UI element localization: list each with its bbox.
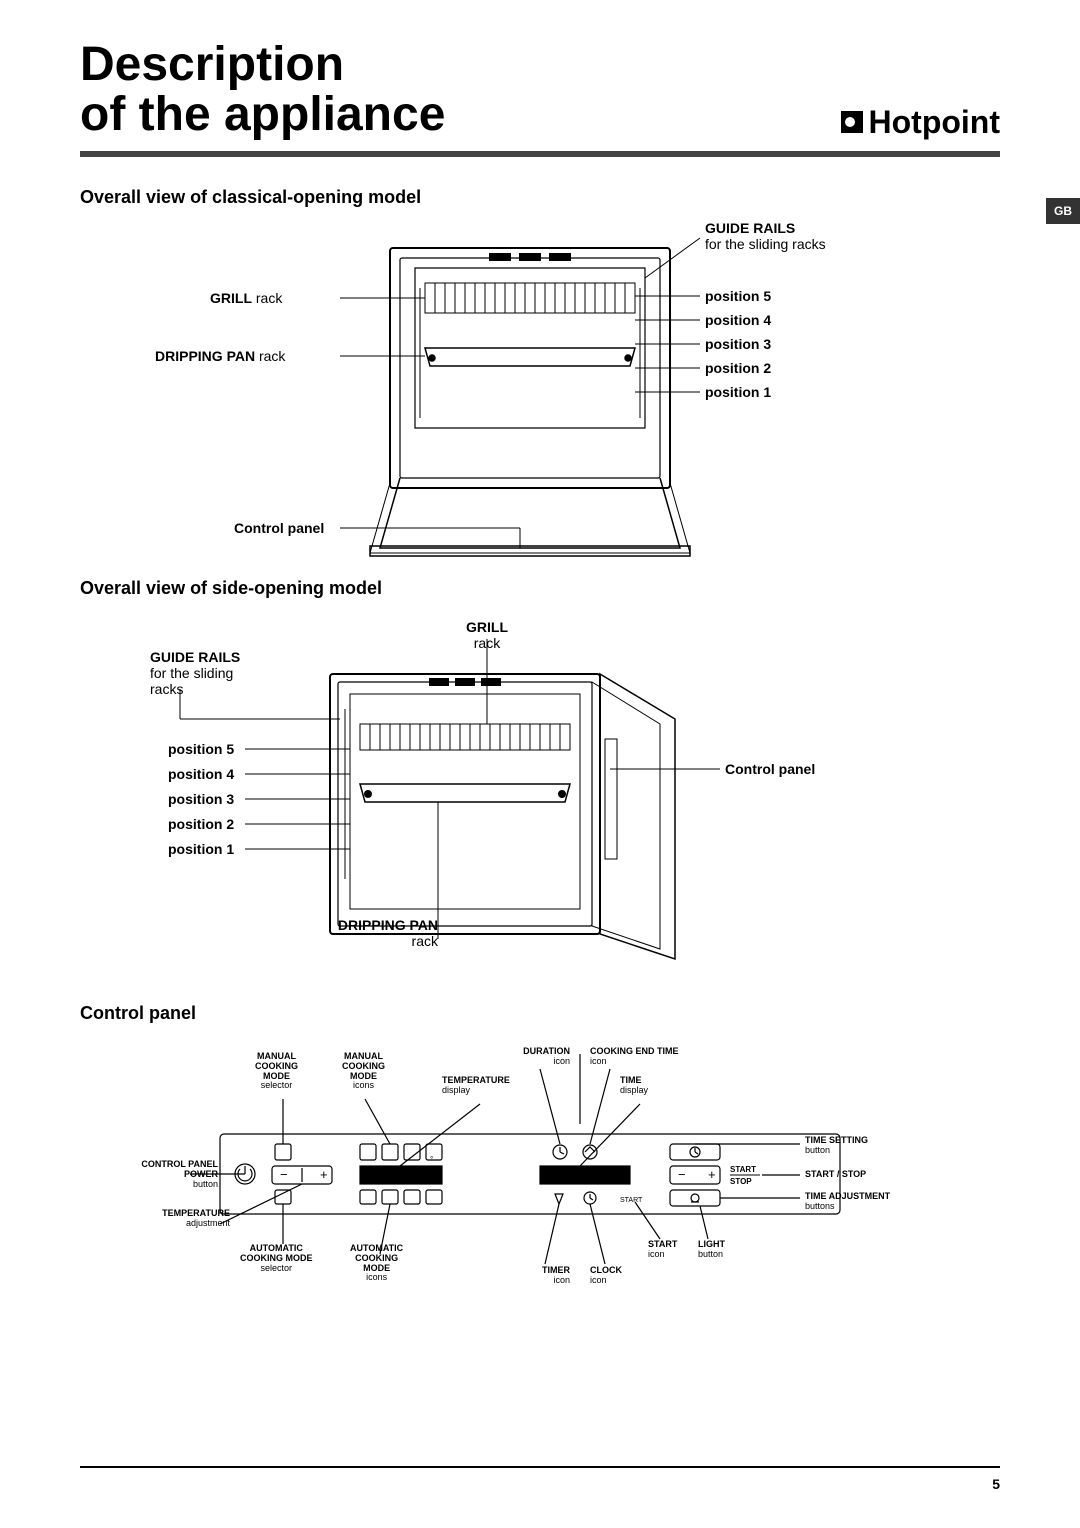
cp-temp-display: TEMPERATUREdisplay [442,1076,510,1096]
cp-clock: CLOCKicon [590,1266,622,1286]
cp-cooking-end: COOKING END TIMEicon [590,1047,679,1067]
svg-text:START: START [620,1197,643,1204]
svg-text:−: − [280,1167,288,1182]
label-side-pos3: position 3 [168,791,234,807]
label-side-drip: DRIPPING PAN rack [328,917,438,949]
side-figure: GUIDE RAILSfor the slidingracks position… [80,619,1000,979]
classical-heading: Overall view of classical-opening model [80,187,1000,208]
label-pos1: position 1 [705,384,771,400]
page-header: Description of the appliance Hotpoint [80,40,1000,157]
svg-text:START: START [730,1165,756,1174]
cp-light: LIGHTbutton [698,1240,725,1260]
cp-auto-icons: AUTOMATICCOOKINGMODEicons [350,1244,403,1284]
label-dripping-pan: DRIPPING PAN rack [155,348,285,364]
footer-rule [80,1466,1000,1468]
cp-time-display: TIMEdisplay [620,1076,648,1096]
label-guide-rails-side: GUIDE RAILSfor the slidingracks [150,649,240,697]
brand-icon [841,111,863,133]
label-control-panel: Control panel [234,520,324,536]
classical-oven-svg [80,228,1000,558]
svg-text:%: % [430,1172,437,1181]
label-pos4: position 4 [705,312,771,328]
label-side-grill: GRILL rack [466,619,508,651]
brand-text: Hotpoint [869,104,1001,141]
cp-temp-adj: TEMPERATUREadjustment [130,1209,230,1229]
language-tab: GB [1046,198,1080,224]
cp-timer: TIMERicon [520,1266,570,1286]
control-panel-figure: − + ° % START [80,1044,1000,1304]
brand-logo: Hotpoint [841,104,1001,141]
side-heading: Overall view of side-opening model [80,578,1000,599]
svg-text:−: − [678,1167,686,1182]
label-pos5: position 5 [705,288,771,304]
cp-power: CONTROL PANELPOWERbutton [100,1160,218,1190]
label-side-control-panel: Control panel [725,761,815,777]
label-guide-rails: GUIDE RAILSfor the sliding racks [705,220,826,252]
title-line-2: of the appliance [80,88,445,141]
svg-text:+: + [708,1167,716,1182]
cp-duration: DURATIONicon [510,1047,570,1067]
classical-figure: GRILL rack DRIPPING PAN rack Control pan… [80,228,1000,568]
cp-start-icon: STARTicon [648,1240,677,1260]
label-grill-rack: GRILL rack [210,290,282,306]
cp-time-setting: TIME SETTINGbutton [805,1136,868,1156]
cp-start-stop: START / STOP [805,1170,866,1180]
label-pos2: position 2 [705,360,771,376]
label-side-pos1: position 1 [168,841,234,857]
svg-text:STOP: STOP [730,1177,752,1186]
control-panel-heading: Control panel [80,1003,1000,1024]
svg-text:°: ° [430,1155,433,1164]
cp-auto-sel: AUTOMATICCOOKING MODEselector [240,1244,313,1274]
label-side-pos2: position 2 [168,816,234,832]
page-number: 5 [992,1476,1000,1492]
svg-text:+: + [320,1167,328,1182]
label-side-pos5: position 5 [168,741,234,757]
label-side-pos4: position 4 [168,766,234,782]
page-title: Description of the appliance [80,40,445,141]
cp-manual-sel: MANUALCOOKINGMODEselector [255,1052,298,1092]
label-pos3: position 3 [705,336,771,352]
cp-time-adj: TIME ADJUSTMENTbuttons [805,1192,890,1212]
cp-manual-icons: MANUALCOOKINGMODEicons [342,1052,385,1092]
title-line-1: Description [80,38,344,91]
